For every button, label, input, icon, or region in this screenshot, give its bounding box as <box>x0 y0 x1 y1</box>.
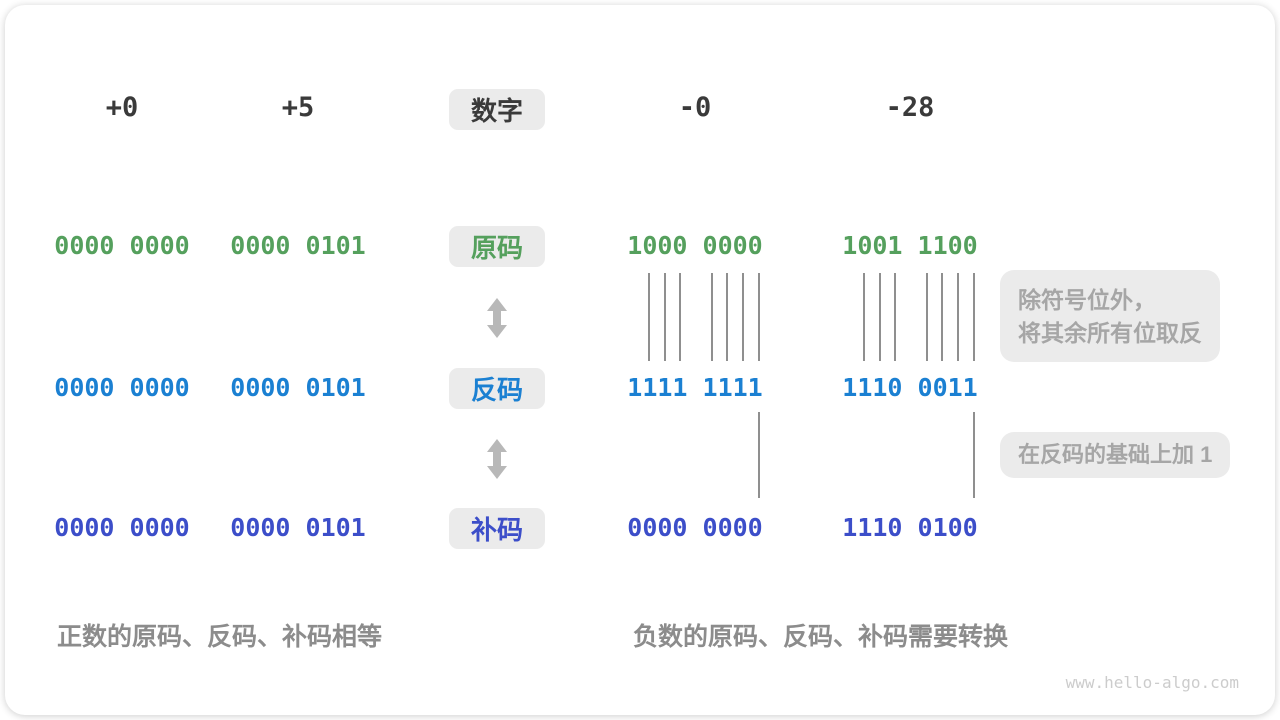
ones-complement-minus28: 1110 0011 <box>842 373 978 402</box>
bit-connector-line <box>879 273 881 361</box>
sign-magnitude-plus0: 0000 0000 <box>54 231 190 260</box>
site-watermark: www.hello-algo.com <box>1065 673 1239 692</box>
bit-connector-line <box>957 273 959 361</box>
bit-connector-line <box>973 273 975 361</box>
sign-magnitude-minus28: 1001 1100 <box>842 231 978 260</box>
bit-connector-line <box>973 412 975 498</box>
bit-connector-line <box>926 273 928 361</box>
bit-connector-line <box>726 273 728 361</box>
ones-complement-plus0: 0000 0000 <box>54 373 190 402</box>
invert-bits-note-line1: 除符号位外， <box>1018 287 1156 313</box>
twos-complement-minus0: 0000 0000 <box>627 513 763 542</box>
invert-bits-note-line2: 将其余所有位取反 <box>1018 320 1202 346</box>
twos-complement-minus28: 1110 0100 <box>842 513 978 542</box>
ones-complement-minus0: 1111 1111 <box>627 373 763 402</box>
decimal-value-plus5: +5 <box>281 92 315 123</box>
bit-connector-line <box>941 273 943 361</box>
sign-magnitude-minus0: 1000 0000 <box>627 231 763 260</box>
bit-connector-line <box>648 273 650 361</box>
diagram-card: +0 +5 -0 -28 数字 0000 0000 0000 0101 1000… <box>5 5 1275 715</box>
bit-connector-line <box>742 273 744 361</box>
updown-arrow-icon <box>486 298 508 338</box>
ones-complement-plus5: 0000 0101 <box>230 373 366 402</box>
bit-connector-line <box>894 273 896 361</box>
add-one-note: 在反码的基础上加 1 <box>1000 432 1231 478</box>
bit-connector-line <box>679 273 681 361</box>
updown-arrow-icon <box>486 439 508 479</box>
number-header-badge: 数字 <box>449 89 545 130</box>
decimal-value-minus28: -28 <box>885 92 935 123</box>
sign-magnitude-badge: 原码 <box>449 226 545 267</box>
twos-complement-plus5: 0000 0101 <box>230 513 366 542</box>
bit-connector-line <box>711 273 713 361</box>
decimal-value-plus0: +0 <box>105 92 139 123</box>
sign-magnitude-plus5: 0000 0101 <box>230 231 366 260</box>
twos-complement-badge: 补码 <box>449 508 545 549</box>
decimal-value-minus0: -0 <box>678 92 712 123</box>
ones-complement-badge: 反码 <box>449 368 545 409</box>
bit-connector-line <box>758 273 760 361</box>
positive-numbers-caption: 正数的原码、反码、补码相等 <box>57 623 383 651</box>
bit-connector-line <box>758 412 760 498</box>
bit-connector-line <box>664 273 666 361</box>
twos-complement-plus0: 0000 0000 <box>54 513 190 542</box>
negative-numbers-caption: 负数的原码、反码、补码需要转换 <box>633 623 1009 651</box>
bit-connector-line <box>863 273 865 361</box>
invert-bits-note: 除符号位外， 将其余所有位取反 <box>1000 270 1220 362</box>
